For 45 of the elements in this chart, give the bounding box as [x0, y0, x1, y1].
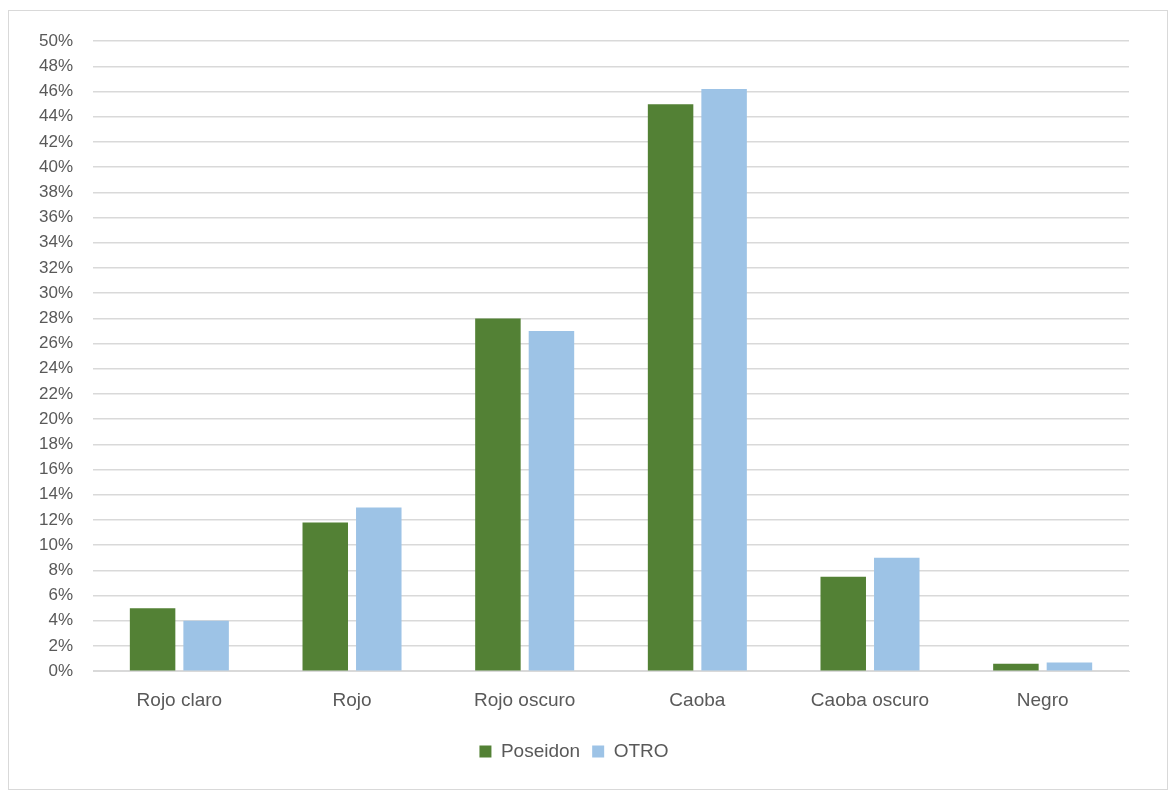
y-tick-label: 22%	[38, 383, 74, 403]
bar	[475, 318, 521, 671]
x-tick-label: Rojo claro	[136, 688, 223, 710]
y-tick-label: 34%	[38, 232, 74, 252]
bar	[647, 104, 694, 671]
y-tick-label: 6%	[48, 585, 74, 605]
bar	[356, 507, 402, 671]
legend-label: Poseidon	[500, 739, 581, 761]
y-tick-label: 14%	[38, 484, 74, 504]
x-tick-label: Rojo oscuro	[473, 688, 576, 710]
bar	[129, 608, 176, 671]
y-tick-label: 30%	[38, 282, 74, 302]
y-tick-label: 18%	[38, 434, 74, 454]
y-tick-label: 46%	[38, 81, 74, 101]
bar	[528, 331, 575, 671]
y-tick-label: 24%	[38, 358, 74, 378]
y-tick-label: 42%	[38, 131, 74, 151]
x-tick-label: Caoba oscuro	[810, 688, 930, 710]
y-tick-label: 0%	[48, 660, 74, 680]
legend-label: OTRO	[613, 739, 669, 761]
y-tick-label: 8%	[48, 560, 74, 580]
bar	[874, 557, 920, 671]
x-tick-label: Caoba	[669, 688, 726, 710]
y-tick-label: 38%	[38, 182, 74, 202]
y-tick-label: 12%	[38, 509, 74, 529]
y-tick-label: 2%	[48, 635, 74, 655]
bar	[183, 620, 229, 671]
bar	[1046, 662, 1093, 671]
y-tick-label: 44%	[38, 106, 74, 126]
y-tick-label: 48%	[38, 56, 74, 76]
y-tick-label: 20%	[38, 408, 74, 428]
y-tick-label: 50%	[38, 30, 74, 50]
bar	[701, 89, 747, 671]
y-tick-label: 4%	[48, 610, 74, 630]
y-tick-label: 10%	[38, 534, 74, 554]
y-tick-label: 28%	[38, 308, 74, 328]
bar	[820, 576, 866, 671]
y-tick-label: 32%	[38, 257, 74, 277]
x-tick-label: Rojo	[332, 688, 372, 710]
y-tick-label: 36%	[38, 207, 74, 227]
bar	[302, 522, 348, 671]
y-tick-label: 16%	[38, 459, 74, 479]
y-tick-label: 26%	[38, 333, 74, 353]
x-tick-label: Negro	[1016, 688, 1069, 710]
y-tick-label: 40%	[38, 156, 74, 176]
